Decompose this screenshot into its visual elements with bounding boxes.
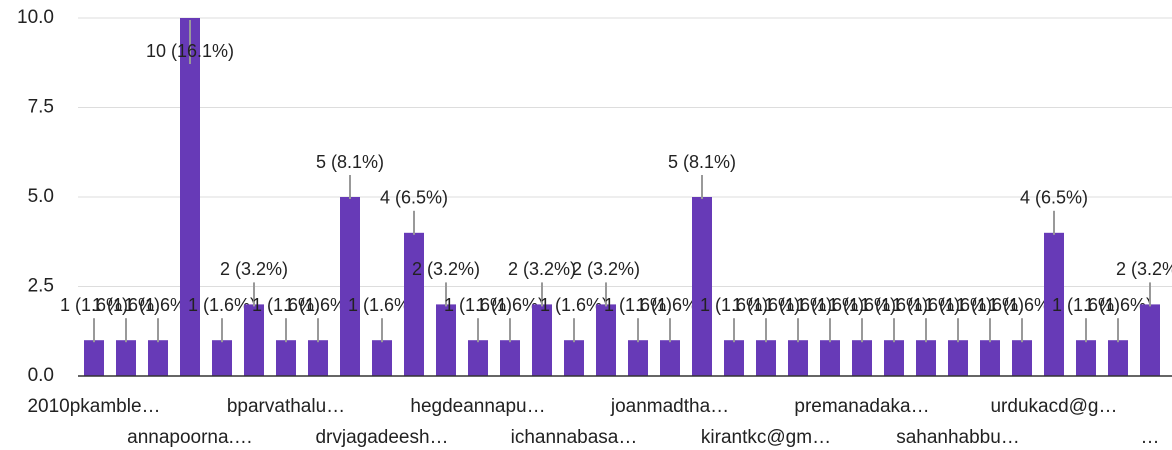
x-tick-label: bparvathalu…: [227, 396, 345, 417]
bar: [788, 340, 808, 376]
y-tick-label: 10.0: [17, 7, 54, 28]
data-label: 1 (1.6%): [1052, 295, 1120, 315]
bar: [820, 340, 840, 376]
bar: [916, 340, 936, 376]
data-label: 2 (3.2%): [572, 259, 640, 279]
data-label: 1 (1.6%): [476, 295, 544, 315]
data-label: 1 (1.6%): [92, 295, 160, 315]
bar: [436, 304, 456, 376]
bar: [148, 340, 168, 376]
bar: [340, 197, 360, 376]
bar: [244, 304, 264, 376]
bar: [212, 340, 232, 376]
bar: [404, 232, 424, 376]
data-label: 1 (1.6%): [956, 295, 1024, 315]
data-label: 1 (1.6%): [188, 295, 256, 315]
bar: [276, 340, 296, 376]
data-label: 1 (1.6%): [764, 295, 832, 315]
data-label: 1 (1.6%): [892, 295, 960, 315]
bar: [1044, 232, 1064, 376]
bar: [532, 304, 552, 376]
data-label: 2 (3.2%): [508, 259, 576, 279]
bar: [724, 340, 744, 376]
bar: [756, 340, 776, 376]
data-label: 1 (1.6%): [732, 295, 800, 315]
y-tick-label: 0.0: [28, 365, 54, 386]
data-label: 1 (1.6%): [604, 295, 672, 315]
data-label: 1 (1.6%): [796, 295, 864, 315]
x-tick-label: premanadaka…: [794, 396, 929, 417]
bar: [564, 340, 584, 376]
data-label: 1 (1.6%): [60, 295, 128, 315]
bar: [180, 18, 200, 376]
bar: [628, 340, 648, 376]
data-label: 1 (1.6%): [828, 295, 896, 315]
data-label: 2 (3.2%): [412, 259, 480, 279]
bar: [500, 340, 520, 376]
bar: [980, 340, 1000, 376]
bar: [596, 304, 616, 376]
data-label: 10 (16.1%): [146, 41, 234, 61]
data-label: 1 (1.6%): [252, 295, 320, 315]
data-label: 5 (8.1%): [316, 152, 384, 172]
bar: [692, 197, 712, 376]
data-label: 1 (1.6%): [636, 295, 704, 315]
y-tick-label: 7.5: [28, 97, 54, 118]
x-tick-label: …: [1141, 427, 1160, 448]
bar: [372, 340, 392, 376]
x-tick-label: ichannabasa…: [511, 427, 638, 448]
x-tick-label: 2010pkamble…: [27, 396, 160, 417]
x-tick-label: annapoorna.…: [127, 427, 253, 448]
data-label: 1 (1.6%): [348, 295, 416, 315]
data-label: 1 (1.6%): [444, 295, 512, 315]
bar: [1140, 304, 1160, 376]
bar: [308, 340, 328, 376]
x-tick-label: kirantkc@gm…: [701, 427, 831, 448]
y-tick-label: 2.5: [28, 276, 54, 297]
data-label: 4 (6.5%): [1020, 188, 1088, 208]
bar: [116, 340, 136, 376]
data-label: 1 (1.6%): [540, 295, 608, 315]
bar: [1012, 340, 1032, 376]
bar: [1108, 340, 1128, 376]
x-tick-label: urdukacd@g…: [990, 396, 1117, 417]
data-label: 1 (1.6%): [988, 295, 1056, 315]
data-label: 1 (1.6%): [924, 295, 992, 315]
x-tick-label: joanmadtha…: [610, 396, 729, 417]
data-label: 1 (1.6%): [124, 295, 192, 315]
data-label: 1 (1.6%): [700, 295, 768, 315]
data-label: 5 (8.1%): [668, 152, 736, 172]
bar: [468, 340, 488, 376]
x-tick-label: sahanhabbu…: [896, 427, 1020, 448]
y-tick-label: 5.0: [28, 186, 54, 207]
data-label: 1 (1.6%): [860, 295, 928, 315]
data-label: 2 (3.2%): [1116, 259, 1172, 279]
bar: [852, 340, 872, 376]
bar: [84, 340, 104, 376]
bar: [948, 340, 968, 376]
x-tick-label: drvjagadeesh…: [315, 427, 448, 448]
data-label: 4 (6.5%): [380, 188, 448, 208]
data-label: 2 (3.2%): [220, 259, 288, 279]
bar: [660, 340, 680, 376]
data-label: 1 (1.6%): [1084, 295, 1152, 315]
bar: [1076, 340, 1096, 376]
bar: [884, 340, 904, 376]
data-label: 1 (1.6%): [284, 295, 352, 315]
x-tick-label: hegdeannapu…: [410, 396, 545, 417]
